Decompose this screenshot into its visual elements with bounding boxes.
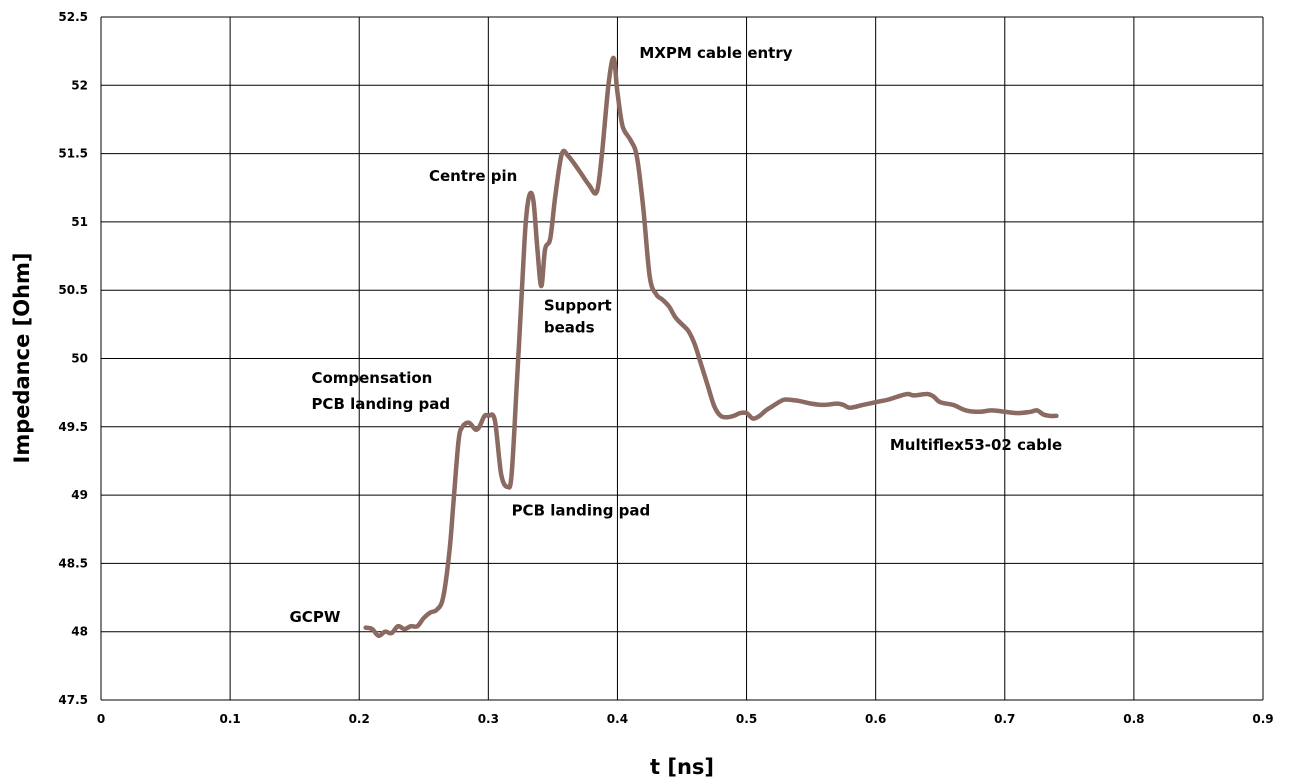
- y-tick-label: 48.5: [58, 556, 88, 570]
- y-axis-title: Impedance [Ohm]: [10, 252, 34, 463]
- annotation-label: Compensation: [311, 369, 432, 387]
- annotation-label: Centre pin: [429, 167, 517, 185]
- y-tick-label: 48: [71, 625, 88, 639]
- x-tick-label: 0.5: [736, 712, 757, 726]
- annotation-label: beads: [544, 319, 595, 337]
- annotation-label: PCB landing pad: [512, 502, 651, 520]
- y-tick-labels: 47.5 48 48.5 49 49.5 50 50.5 51 51.5 52 52.5: [58, 10, 88, 707]
- annotations: GCPW Compensation PCB landing pad PCB landi…: [290, 44, 1063, 626]
- y-tick-label: 47.5: [58, 693, 88, 707]
- x-tick-label: 0.3: [478, 712, 499, 726]
- y-tick-label: 51.5: [58, 147, 88, 161]
- annotation-label: Support: [544, 297, 612, 315]
- x-tick-label: 0.2: [349, 712, 370, 726]
- y-tick-label: 52.5: [58, 10, 88, 24]
- annotation-label: GCPW: [290, 608, 341, 626]
- y-tick-label: 50: [71, 352, 88, 366]
- y-tick-label: 49: [71, 488, 88, 502]
- grid: [100, 16, 1264, 701]
- x-tick-label: 0.1: [219, 712, 240, 726]
- x-axis-title: t [ns]: [650, 755, 714, 779]
- x-tick-label: 0.9: [1252, 712, 1273, 726]
- x-tick-label: 0.7: [994, 712, 1015, 726]
- y-tick-label: 49.5: [58, 420, 88, 434]
- impedance-series-line: [363, 55, 1059, 639]
- series-layer: [363, 55, 1059, 639]
- x-tick-labels: 0 0.1 0.2 0.3 0.4 0.5 0.6 0.7 0.8 0.9: [97, 712, 1274, 726]
- y-tick-label: 51: [71, 215, 88, 229]
- y-tick-label: 52: [71, 78, 88, 92]
- x-tick-label: 0.4: [607, 712, 628, 726]
- annotation-label: MXPM cable entry: [639, 44, 792, 62]
- annotation-label: PCB landing pad: [311, 395, 450, 413]
- annotation-label: Multiflex53-02 cable: [890, 436, 1062, 454]
- x-tick-label: 0.8: [1123, 712, 1144, 726]
- y-tick-label: 50.5: [58, 283, 88, 297]
- x-tick-label: 0.6: [865, 712, 886, 726]
- x-tick-label: 0: [97, 712, 105, 726]
